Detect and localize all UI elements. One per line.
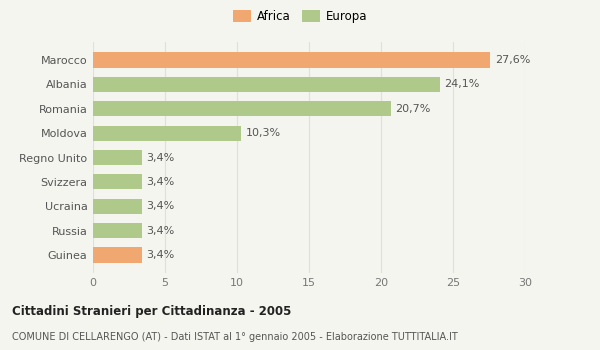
Bar: [93, 247, 142, 262]
Text: 3,4%: 3,4%: [146, 226, 175, 236]
Text: 27,6%: 27,6%: [495, 55, 530, 65]
Text: 20,7%: 20,7%: [395, 104, 431, 114]
Text: 3,4%: 3,4%: [146, 250, 175, 260]
Text: 10,3%: 10,3%: [245, 128, 281, 138]
Bar: [93, 77, 440, 92]
Bar: [93, 101, 391, 116]
Bar: [93, 126, 241, 141]
Text: COMUNE DI CELLARENGO (AT) - Dati ISTAT al 1° gennaio 2005 - Elaborazione TUTTITA: COMUNE DI CELLARENGO (AT) - Dati ISTAT a…: [12, 332, 458, 343]
Legend: Africa, Europa: Africa, Europa: [230, 8, 370, 26]
Bar: [93, 223, 142, 238]
Text: Cittadini Stranieri per Cittadinanza - 2005: Cittadini Stranieri per Cittadinanza - 2…: [12, 304, 292, 317]
Bar: [93, 52, 490, 68]
Text: 24,1%: 24,1%: [445, 79, 480, 89]
Text: 3,4%: 3,4%: [146, 177, 175, 187]
Bar: [93, 174, 142, 189]
Text: 3,4%: 3,4%: [146, 201, 175, 211]
Bar: [93, 199, 142, 214]
Bar: [93, 150, 142, 165]
Text: 3,4%: 3,4%: [146, 153, 175, 162]
